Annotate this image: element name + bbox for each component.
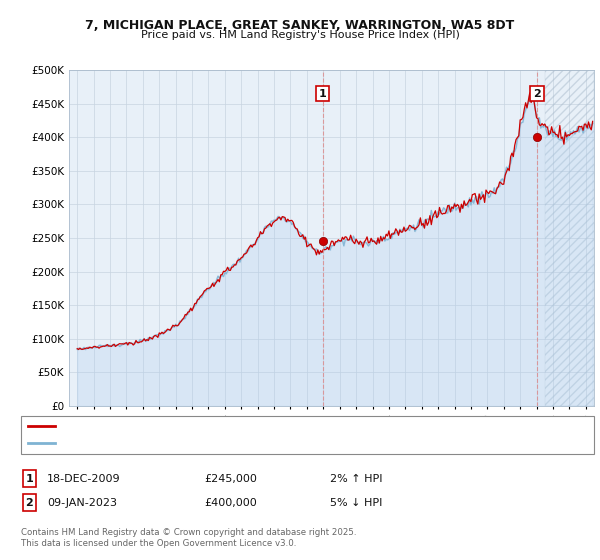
- Text: 1: 1: [319, 88, 326, 99]
- Text: 7, MICHIGAN PLACE, GREAT SANKEY, WARRINGTON, WA5 8DT (detached house): 7, MICHIGAN PLACE, GREAT SANKEY, WARRING…: [61, 421, 460, 431]
- Text: Price paid vs. HM Land Registry's House Price Index (HPI): Price paid vs. HM Land Registry's House …: [140, 30, 460, 40]
- Text: HPI: Average price, detached house, Warrington: HPI: Average price, detached house, Warr…: [61, 438, 301, 449]
- Text: Contains HM Land Registry data © Crown copyright and database right 2025.
This d: Contains HM Land Registry data © Crown c…: [21, 528, 356, 548]
- Text: 7, MICHIGAN PLACE, GREAT SANKEY, WARRINGTON, WA5 8DT: 7, MICHIGAN PLACE, GREAT SANKEY, WARRING…: [85, 18, 515, 32]
- Text: 2: 2: [533, 88, 541, 99]
- Text: 09-JAN-2023: 09-JAN-2023: [47, 498, 117, 508]
- Text: 18-DEC-2009: 18-DEC-2009: [47, 474, 121, 484]
- Text: £245,000: £245,000: [204, 474, 257, 484]
- Text: 1: 1: [26, 474, 33, 484]
- Text: 2: 2: [26, 498, 33, 508]
- Text: £400,000: £400,000: [204, 498, 257, 508]
- Text: 2% ↑ HPI: 2% ↑ HPI: [330, 474, 383, 484]
- Text: 5% ↓ HPI: 5% ↓ HPI: [330, 498, 382, 508]
